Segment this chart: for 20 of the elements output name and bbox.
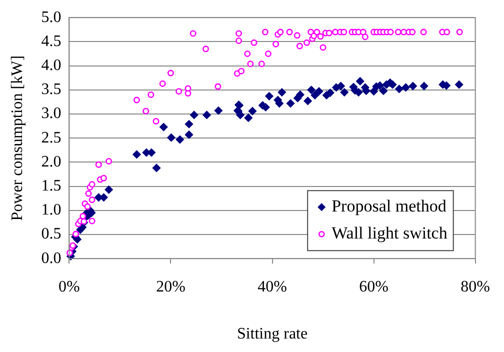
y-tick-label: 4.5 — [41, 32, 62, 50]
y-tick-label: 2.0 — [41, 153, 62, 170]
y-tick-label: 1.0 — [41, 202, 62, 219]
y-tick-label: 5.0 — [41, 8, 62, 26]
legend-label: Proposal method — [332, 196, 447, 216]
x-tick-label: 20% — [156, 278, 186, 296]
x-tick-label: 40% — [258, 278, 287, 296]
x-tick-label: 80% — [460, 278, 490, 296]
y-tick-label: 4.0 — [41, 57, 62, 74]
y-tick-label: 3.5 — [41, 81, 62, 98]
y-tick-label: 0.5 — [41, 226, 62, 243]
y-tick-label: 0.0 — [41, 250, 62, 267]
y-tick-label: 2.5 — [41, 129, 62, 146]
x-tick-label: 60% — [359, 278, 388, 296]
y-axis-title: Power consumption [kW] — [8, 55, 26, 221]
legend-label: Wall light switch — [332, 224, 448, 243]
x-axis-title: Sitting rate — [236, 326, 308, 343]
x-tick-label: 0% — [58, 278, 80, 296]
y-tick-label: 3.0 — [41, 105, 62, 122]
y-tick-label: 1.5 — [41, 178, 62, 195]
